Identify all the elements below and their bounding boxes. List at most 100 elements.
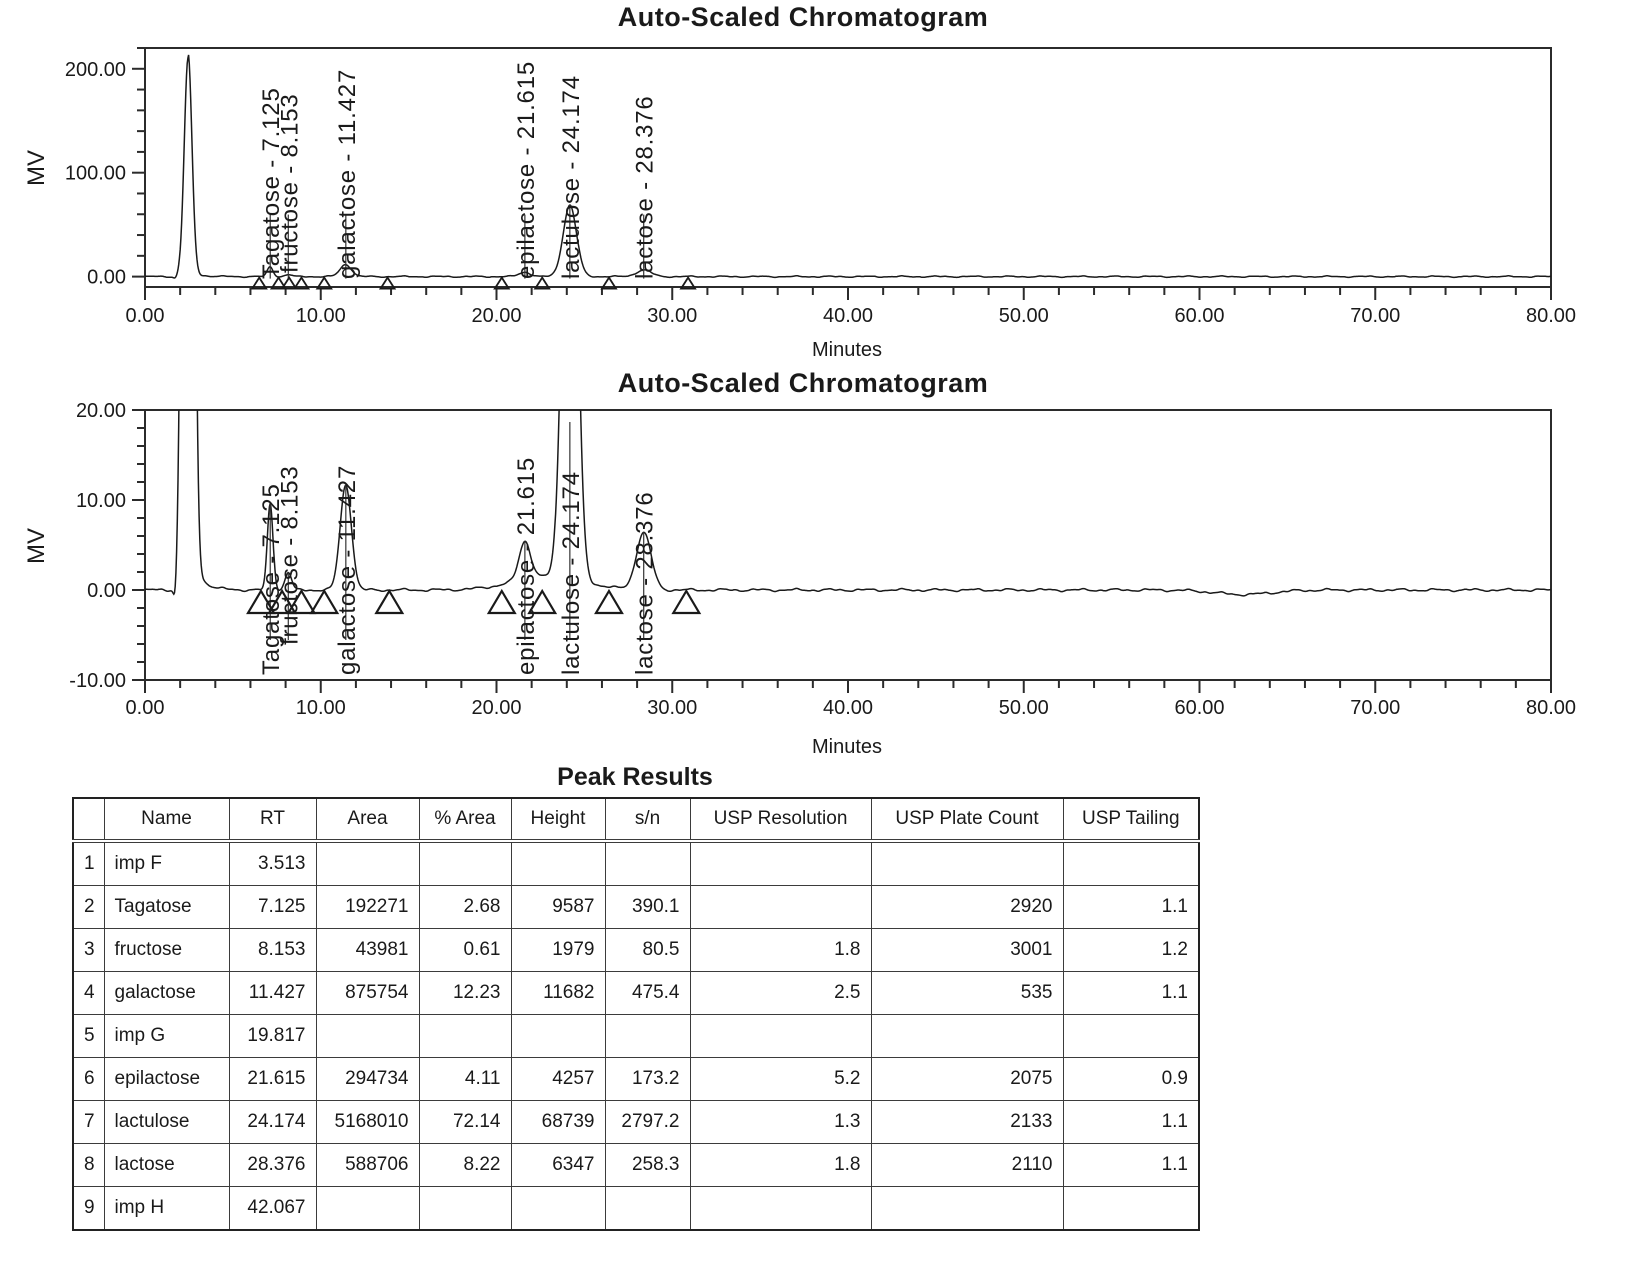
column-header: RT: [228, 797, 317, 843]
integration-marker: [315, 275, 333, 290]
column-header: USP Plate Count: [870, 797, 1064, 843]
value-cell: 2.68: [418, 885, 512, 929]
value-cell: 68739: [510, 1100, 606, 1144]
value-cell: 2110: [870, 1143, 1064, 1187]
value-cell: 1.8: [689, 1143, 872, 1187]
table-row: 3 fructose 8.153 43981 0.61 1979 80.5 1.8 3001 1.…: [72, 928, 1200, 972]
integration-marker: [267, 588, 298, 615]
peak-name-cell: imp F: [103, 840, 230, 886]
value-cell: 1.8: [689, 928, 872, 972]
x-tick-label: 70.00: [1350, 305, 1400, 327]
chart1-title: Auto-Scaled Chromatogram: [618, 2, 989, 32]
value-cell: 390.1: [604, 885, 691, 929]
value-cell: 588706: [315, 1143, 420, 1187]
chart2-y-axis-label: MV: [23, 528, 50, 564]
x-tick-label: 80.00: [1526, 305, 1576, 327]
chart2-title: Auto-Scaled Chromatogram: [618, 368, 989, 398]
value-cell: 9587: [510, 885, 606, 929]
value-cell: [604, 1014, 691, 1058]
table-row: 1 imp F 3.513: [72, 840, 1200, 886]
value-cell: 6347: [510, 1143, 606, 1187]
integration-marker: [600, 275, 618, 290]
x-tick-label: 10.00: [296, 305, 346, 327]
value-cell: 2920: [870, 885, 1064, 929]
peak-label: fructose - 8.153: [276, 465, 303, 645]
value-cell: [689, 885, 872, 929]
value-cell: [510, 1186, 606, 1231]
chart2-x-axis-label: Minutes: [812, 736, 882, 758]
integration-marker: [269, 275, 288, 290]
value-cell: [689, 840, 872, 886]
integration-marker: [533, 275, 551, 290]
value-cell: 5.2: [689, 1057, 872, 1101]
table-row: 5 imp G 19.817: [72, 1014, 1200, 1058]
value-cell: [510, 840, 606, 886]
integration-marker: [671, 588, 702, 615]
value-cell: [1062, 1014, 1200, 1058]
value-cell: 3001: [870, 928, 1064, 972]
value-cell: [418, 1186, 512, 1231]
value-cell: 42.067: [228, 1186, 317, 1231]
value-cell: 2075: [870, 1057, 1064, 1101]
integration-marker: [493, 275, 511, 290]
integration-marker: [378, 275, 397, 290]
x-tick-label: 30.00: [647, 305, 697, 327]
peak-label: epilactose - 21.615: [513, 61, 540, 279]
value-cell: 4.11: [418, 1057, 512, 1101]
column-header: USP Tailing: [1062, 797, 1200, 843]
value-cell: 2.5: [689, 971, 872, 1015]
x-tick-label: 40.00: [823, 697, 873, 719]
peak-name-cell: fructose: [103, 928, 230, 972]
x-tick-label: 20.00: [471, 697, 521, 719]
integration-marker: [679, 275, 697, 290]
row-number-cell: 7: [72, 1100, 105, 1144]
value-cell: 875754: [315, 971, 420, 1015]
value-cell: 1.1: [1062, 971, 1200, 1015]
chart1-plot-area: 0.00 100.00 200.00 0.00 10.00 20.00 30.00 40.00…: [65, 47, 1576, 327]
table-row: 9 imp H 42.067: [72, 1186, 1200, 1231]
peak-name-cell: imp G: [103, 1014, 230, 1058]
x-tick-label: 50.00: [999, 697, 1049, 719]
value-cell: 28.376: [228, 1143, 317, 1187]
value-cell: [870, 840, 1064, 886]
row-number-cell: 8: [72, 1143, 105, 1187]
integration-marker: [280, 275, 298, 290]
value-cell: 8.153: [228, 928, 317, 972]
value-cell: 1.1: [1062, 1143, 1200, 1187]
value-cell: 4257: [510, 1057, 606, 1101]
y-tick-label: 100.00: [65, 163, 126, 185]
column-header: Height: [510, 797, 606, 843]
table-row: 6 epilactose 21.615 294734 4.11 4257 173.2 5.2 2…: [72, 1057, 1200, 1101]
value-cell: [1062, 1186, 1200, 1231]
value-cell: 2133: [870, 1100, 1064, 1144]
peak-name-cell: imp H: [103, 1186, 230, 1231]
x-tick-label: 80.00: [1526, 697, 1576, 719]
y-tick-label: 20.00: [76, 400, 126, 422]
column-header: Area: [315, 797, 420, 843]
integration-marker: [486, 588, 517, 615]
peak-name-cell: lactose: [103, 1143, 230, 1187]
peak-name-cell: Tagatose: [103, 885, 230, 929]
value-cell: [1062, 840, 1200, 886]
table-header-row: Name RT Area% Area Height s/n USP Resolution U…: [72, 797, 1200, 843]
peak-label: fructose - 8.153: [276, 93, 303, 273]
value-cell: 80.5: [604, 928, 691, 972]
peak-name-cell: epilactose: [103, 1057, 230, 1101]
value-cell: 258.3: [604, 1143, 691, 1187]
value-cell: 294734: [315, 1057, 420, 1101]
row-number-cell: 3: [72, 928, 105, 972]
table-row: 2 Tagatose 7.125 192271 2.68 9587 390.1 2920 1.1: [72, 885, 1200, 929]
value-cell: 43981: [315, 928, 420, 972]
chart1-y-axis-label: MV: [23, 150, 50, 186]
y-tick-label: -10.00: [69, 670, 126, 692]
x-tick-label: 40.00: [823, 305, 873, 327]
table-row: 7 lactulose 24.174 5168010 72.14 68739 2797.2 1…: [72, 1100, 1200, 1144]
x-tick-label: 20.00: [471, 305, 521, 327]
row-number-cell: 1: [72, 840, 105, 886]
y-tick-label: 0.00: [87, 267, 126, 289]
peak-label: Tagatose - 7.125: [258, 87, 285, 279]
integration-marker: [527, 588, 558, 615]
value-cell: [315, 1014, 420, 1058]
